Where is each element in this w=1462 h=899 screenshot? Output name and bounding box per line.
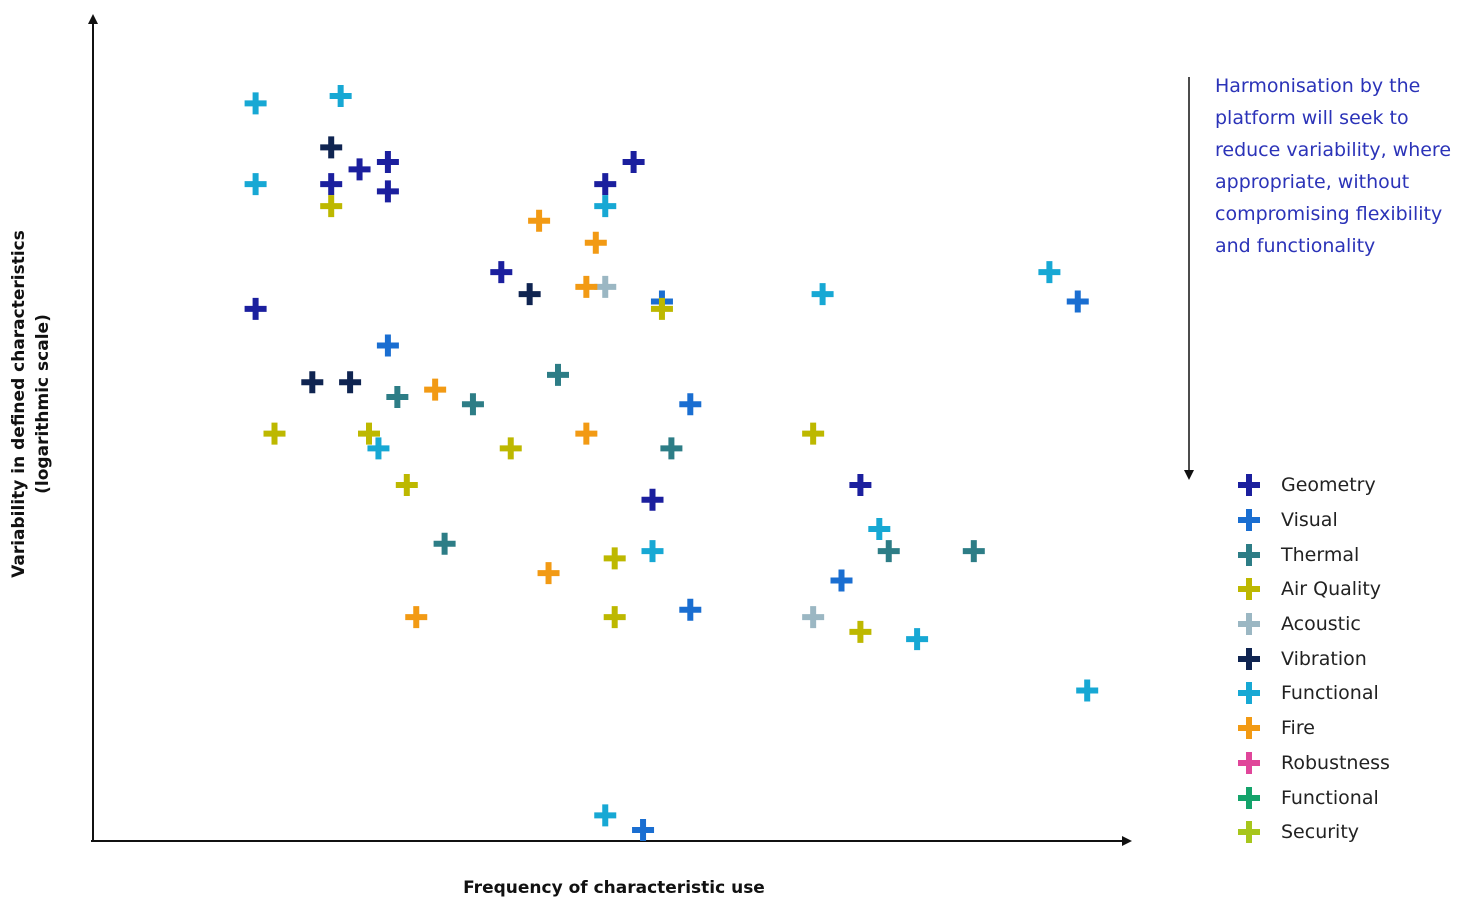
point-vibration-5-3 xyxy=(518,283,541,306)
plus-marker-icon xyxy=(1238,578,1260,601)
point-vibration-5-2 xyxy=(339,371,362,394)
point-thermal-2-2 xyxy=(547,363,569,386)
point-air-quality-3-8 xyxy=(802,422,825,445)
legend-item: Air Quality xyxy=(1236,572,1390,607)
point-air-quality-3-0 xyxy=(263,422,286,445)
point-fire-7-6 xyxy=(405,606,428,629)
point-geometry-0-0 xyxy=(244,297,267,320)
point-fire-7-4 xyxy=(575,422,598,445)
y-axis-label-line-2: (logarithmic scale) xyxy=(33,314,53,494)
legend: Geometry Visual Thermal Air Quality Acoustic… xyxy=(1236,468,1390,850)
legend-label: Vibration xyxy=(1281,647,1367,670)
plus-marker-icon xyxy=(1238,821,1260,844)
point-geometry-0-7 xyxy=(622,151,645,174)
point-visual-1-3 xyxy=(679,598,702,621)
legend-label: Visual xyxy=(1281,509,1338,532)
point-thermal-2-6 xyxy=(962,540,985,563)
point-visual-1-0 xyxy=(376,334,399,357)
plus-marker-icon xyxy=(1238,786,1260,809)
legend-item: Vibration xyxy=(1236,641,1390,676)
point-visual-1-1 xyxy=(679,393,702,416)
legend-label: Geometry xyxy=(1281,474,1376,497)
point-air-quality-3-3 xyxy=(499,437,522,460)
point-air-quality-3-9 xyxy=(849,620,872,643)
point-functional-6-0 xyxy=(244,92,267,115)
plus-marker-icon xyxy=(1238,543,1260,566)
point-acoustic-4-0 xyxy=(594,275,617,298)
point-air-quality-3-7 xyxy=(650,297,673,320)
harmonisation-note: Harmonisation by the platform will seek … xyxy=(1215,75,1452,257)
legend-item: Visual xyxy=(1236,503,1390,538)
point-geometry-0-8 xyxy=(641,488,664,511)
legend-item: Geometry xyxy=(1236,468,1390,503)
point-geometry-0-9 xyxy=(849,474,872,497)
data-points xyxy=(244,85,1099,841)
point-air-quality-3-1 xyxy=(358,422,380,445)
plus-marker-icon xyxy=(1238,751,1260,774)
point-acoustic-4-1 xyxy=(802,606,825,629)
point-functional-6-1 xyxy=(329,85,352,107)
y-axis-label-line-1: Variability in defined characteristics xyxy=(9,230,29,578)
point-air-quality-3-5 xyxy=(603,547,626,570)
point-fire-7-1 xyxy=(584,231,607,254)
point-visual-1-4 xyxy=(830,569,853,592)
plus-marker-icon xyxy=(1238,474,1260,497)
point-vibration-5-1 xyxy=(301,371,324,394)
point-functional-6-4 xyxy=(811,283,834,306)
point-functional-6-6 xyxy=(367,437,390,460)
point-air-quality-3-2 xyxy=(320,195,343,218)
legend-item: Thermal xyxy=(1236,537,1390,572)
point-geometry-0-1 xyxy=(320,173,343,196)
plus-marker-icon xyxy=(1238,509,1260,532)
legend-label: Fire xyxy=(1281,717,1315,740)
plus-marker-icon xyxy=(1238,682,1260,705)
legend-label: Thermal xyxy=(1281,543,1360,566)
point-functional-6-3 xyxy=(594,195,617,218)
legend-item: Fire xyxy=(1236,711,1390,746)
plus-marker-icon xyxy=(1238,613,1260,636)
point-visual-1-5 xyxy=(1066,290,1089,313)
legend-label: Robustness xyxy=(1281,751,1390,774)
plus-marker-icon xyxy=(1238,717,1260,740)
point-visual-1-6 xyxy=(632,819,655,841)
point-thermal-2-5 xyxy=(877,540,900,563)
point-thermal-2-4 xyxy=(433,532,456,555)
point-fire-7-2 xyxy=(575,275,598,298)
legend-label: Acoustic xyxy=(1281,613,1361,636)
legend-label: Functional xyxy=(1281,786,1379,809)
point-thermal-2-3 xyxy=(660,437,683,460)
point-geometry-0-5 xyxy=(490,261,513,284)
point-functional-6-8 xyxy=(868,518,891,541)
legend-item: Functional xyxy=(1236,676,1390,711)
point-functional-6-7 xyxy=(641,540,664,563)
legend-label: Security xyxy=(1281,821,1360,844)
point-geometry-0-2 xyxy=(348,158,371,181)
point-geometry-0-3 xyxy=(376,180,399,203)
point-geometry-0-4 xyxy=(376,151,399,174)
point-functional-6-5 xyxy=(1038,261,1061,284)
point-thermal-2-1 xyxy=(461,393,484,416)
plus-marker-icon xyxy=(1238,647,1260,670)
point-functional-6-9 xyxy=(906,628,929,651)
point-fire-7-3 xyxy=(424,378,447,401)
point-air-quality-3-4 xyxy=(395,474,418,497)
legend-label: Functional xyxy=(1281,682,1379,705)
point-fire-7-5 xyxy=(537,562,560,585)
legend-item: Security xyxy=(1236,815,1390,850)
point-fire-7-0 xyxy=(528,209,551,232)
point-functional-6-10 xyxy=(1076,679,1099,702)
legend-item: Acoustic xyxy=(1236,607,1390,642)
point-air-quality-3-6 xyxy=(603,606,626,629)
legend-label: Air Quality xyxy=(1281,578,1382,601)
legend-item: Robustness xyxy=(1236,746,1390,781)
point-functional-6-11 xyxy=(594,804,617,827)
x-axis-label: Frequency of characteristic use xyxy=(463,878,765,898)
point-functional-6-2 xyxy=(244,173,267,196)
legend-item: Functional xyxy=(1236,780,1390,815)
point-geometry-0-6 xyxy=(594,173,617,196)
point-thermal-2-0 xyxy=(386,385,409,408)
point-vibration-5-0 xyxy=(320,136,343,159)
